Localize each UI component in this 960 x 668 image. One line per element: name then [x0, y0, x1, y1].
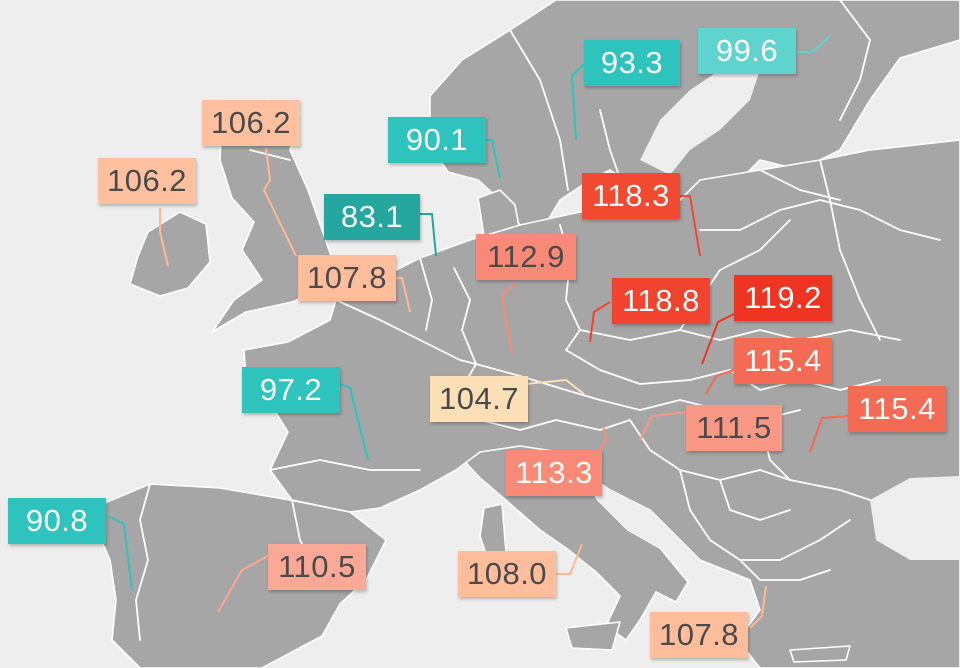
sea-black-sea [870, 476, 960, 560]
land-sicily [565, 621, 621, 651]
value-label-portugal: 90.8 [8, 498, 106, 544]
value-label-finland: 99.6 [698, 28, 796, 74]
value-label-norway: 90.1 [388, 117, 486, 163]
land-crete [789, 645, 851, 663]
value-label-belgium: 107.8 [298, 255, 396, 301]
value-label-italy: 108.0 [458, 551, 556, 597]
sea-adriatic [572, 462, 700, 575]
value-label-baltics: 118.3 [582, 173, 680, 219]
country-borders [135, 0, 941, 641]
value-label-poland: 119.2 [734, 275, 832, 321]
value-label-slovenia: 113.3 [506, 450, 602, 496]
value-label-ireland: 106.2 [98, 158, 196, 204]
sea-gulf-of-bothnia [640, 60, 760, 175]
value-label-sweden: 93.3 [584, 40, 680, 86]
value-label-hungary: 111.5 [686, 405, 782, 451]
value-label-czechia: 118.8 [612, 278, 710, 324]
value-label-netherlands: 83.1 [324, 194, 420, 240]
value-label-france: 97.2 [242, 367, 340, 413]
value-label-slovakia: 115.4 [734, 338, 832, 384]
value-label-switzerland: 104.7 [430, 376, 528, 422]
value-label-germany: 112.9 [476, 234, 576, 280]
value-label-romania: 115.4 [848, 386, 946, 432]
value-label-greece: 107.8 [650, 612, 748, 658]
value-label-spain: 110.5 [268, 544, 366, 590]
land-ireland [129, 211, 211, 297]
value-label-scotland: 106.2 [202, 100, 300, 146]
